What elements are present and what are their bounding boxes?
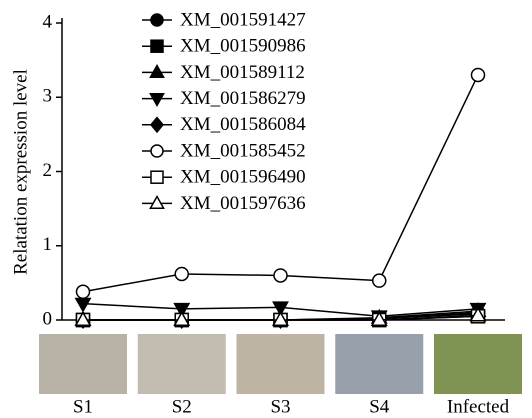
legend-label: XM_001597636 xyxy=(180,193,306,214)
x-tick-label: S1 xyxy=(73,396,93,417)
chart: Relatation expression level 0 1 2 3 4 S1 S2 S3 S… xyxy=(0,0,532,418)
x-tick-label: S2 xyxy=(172,396,192,417)
stage-photo xyxy=(39,334,127,394)
legend-label: XM_001590986 xyxy=(180,36,306,57)
legend-marker xyxy=(151,40,163,52)
legend-label: XM_001585452 xyxy=(180,140,306,161)
legend-marker xyxy=(150,197,163,209)
y-axis-label: Relatation expression level xyxy=(10,69,31,275)
legend-marker xyxy=(151,171,163,183)
legend-label: XM_001586279 xyxy=(180,88,306,109)
data-point xyxy=(77,285,90,298)
stage-photo xyxy=(434,334,522,394)
data-point xyxy=(76,298,90,311)
legend-marker xyxy=(150,66,163,78)
x-tick-label: S4 xyxy=(369,396,390,417)
data-point xyxy=(274,269,287,282)
stage-photo xyxy=(138,334,226,394)
legend-marker xyxy=(151,14,163,26)
legend-label: XM_001586084 xyxy=(180,114,306,135)
data-point xyxy=(472,68,485,81)
y-tick-label: 1 xyxy=(43,234,53,255)
legend-marker xyxy=(151,118,163,132)
stage-photo xyxy=(237,334,325,394)
y-tick-label: 3 xyxy=(43,86,53,107)
x-tick-label: Infected xyxy=(447,396,510,417)
legend-marker xyxy=(150,94,163,106)
data-point xyxy=(175,267,188,280)
y-tick-label: 4 xyxy=(43,11,53,32)
legend-label: XM_001589112 xyxy=(180,62,305,83)
legend-label: XM_001596490 xyxy=(180,167,306,188)
x-tick-label: S3 xyxy=(270,396,290,417)
legend-marker xyxy=(151,145,163,157)
y-tick-label: 0 xyxy=(43,308,53,329)
page: {"chart_data": {"type": "line", "y_label… xyxy=(0,0,532,418)
data-point xyxy=(373,274,386,287)
legend-label: XM_001591427 xyxy=(180,9,306,30)
stage-photo xyxy=(335,334,423,394)
y-tick-label: 2 xyxy=(43,160,53,181)
